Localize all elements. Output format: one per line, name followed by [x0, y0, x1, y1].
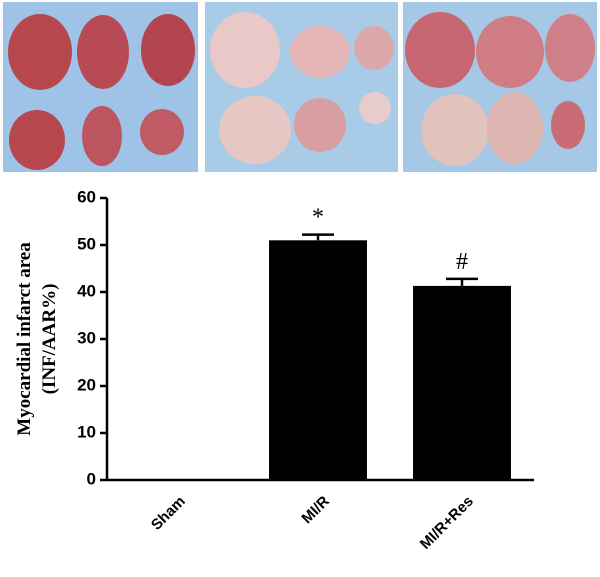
- heart-slice: [354, 26, 394, 70]
- heart-slice: [551, 101, 585, 149]
- heart-slice: [359, 92, 391, 124]
- heart-slice: [9, 110, 65, 170]
- heart-photos: [3, 2, 597, 172]
- heart-slice: [487, 92, 543, 164]
- annotation: #: [456, 249, 468, 275]
- y-tick-label: 20: [77, 375, 96, 394]
- heart-slice: [290, 26, 350, 78]
- bar: [269, 240, 367, 480]
- heart-slice: [545, 14, 595, 82]
- annotation: *: [312, 205, 324, 231]
- y-tick-label: 60: [77, 187, 96, 206]
- x-tick-label: MI/R+Res: [417, 493, 477, 553]
- heart-slice: [140, 109, 184, 155]
- error-bar: [446, 277, 478, 286]
- y-tick-label: 0: [87, 469, 96, 488]
- heart-slice: [210, 12, 280, 88]
- heart-slice: [421, 94, 489, 166]
- y-tick-label: 10: [77, 422, 96, 441]
- y-tick-label: 30: [77, 328, 96, 347]
- heart-slice: [82, 106, 122, 166]
- y-axis-label: Myocardial infarct area: [14, 242, 35, 436]
- heart-slice: [405, 12, 475, 88]
- y-tick-label: 50: [77, 234, 96, 253]
- bar: [413, 285, 511, 480]
- heart-slice: [294, 98, 346, 152]
- heart-slice: [8, 14, 72, 90]
- heart-slice: [219, 96, 291, 164]
- heart-slice: [476, 16, 544, 88]
- chart: 0 10 20 30 40 50 60 Myocardial infarct area (INF…: [14, 187, 534, 553]
- x-tick-label: Sham: [148, 493, 189, 534]
- error-bar: [302, 233, 334, 241]
- x-tick-label: MI/R: [298, 493, 333, 528]
- heart-slice: [141, 14, 195, 86]
- heart-slice: [77, 15, 129, 89]
- y-axis-label: (INF/AAR%): [39, 284, 60, 395]
- y-tick-label: 40: [77, 281, 96, 300]
